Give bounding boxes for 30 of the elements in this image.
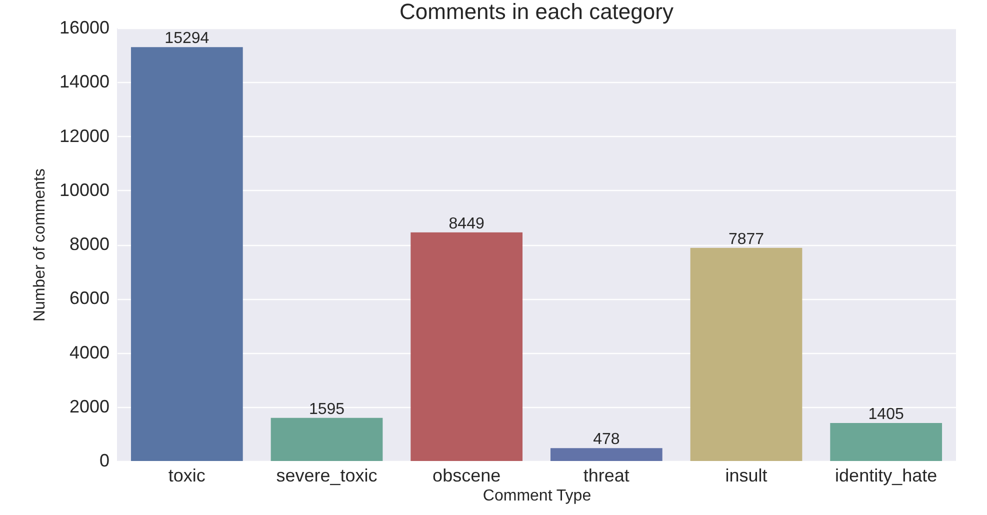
data-label: 7877 <box>728 230 764 248</box>
x-tick-label: obscene <box>432 466 501 486</box>
y-tick-label: 6000 <box>69 288 110 308</box>
y-tick-label: 10000 <box>59 180 110 200</box>
y-tick-label: 2000 <box>69 396 110 416</box>
bar <box>410 232 523 461</box>
data-label: 1595 <box>308 400 345 418</box>
data-label: 8449 <box>448 215 484 232</box>
x-tick-label: insult <box>725 466 768 486</box>
y-axis-title: Number of comments <box>31 168 48 322</box>
y-tick-label: 12000 <box>59 126 110 146</box>
x-tick-label: identity_hate <box>835 466 938 486</box>
bar <box>690 248 802 461</box>
data-label: 478 <box>593 431 620 448</box>
bar <box>130 47 243 461</box>
x-tick-label: threat <box>583 466 630 486</box>
chart-title: Comments in each category <box>400 0 674 24</box>
x-tick-label: toxic <box>168 466 206 486</box>
y-tick-label: 8000 <box>69 234 110 254</box>
x-tick-label: severe_toxic <box>276 466 378 486</box>
bar <box>830 422 942 461</box>
bar <box>550 448 662 461</box>
y-tick-label: 16000 <box>59 18 110 38</box>
x-axis-title: Comment Type <box>482 488 592 504</box>
y-tick-label: 14000 <box>59 72 110 92</box>
data-label: 15294 <box>164 30 210 48</box>
y-tick-label: 4000 <box>69 342 110 362</box>
data-label: 1405 <box>868 406 904 423</box>
bar <box>270 418 383 461</box>
y-tick-label: 0 <box>99 450 110 470</box>
